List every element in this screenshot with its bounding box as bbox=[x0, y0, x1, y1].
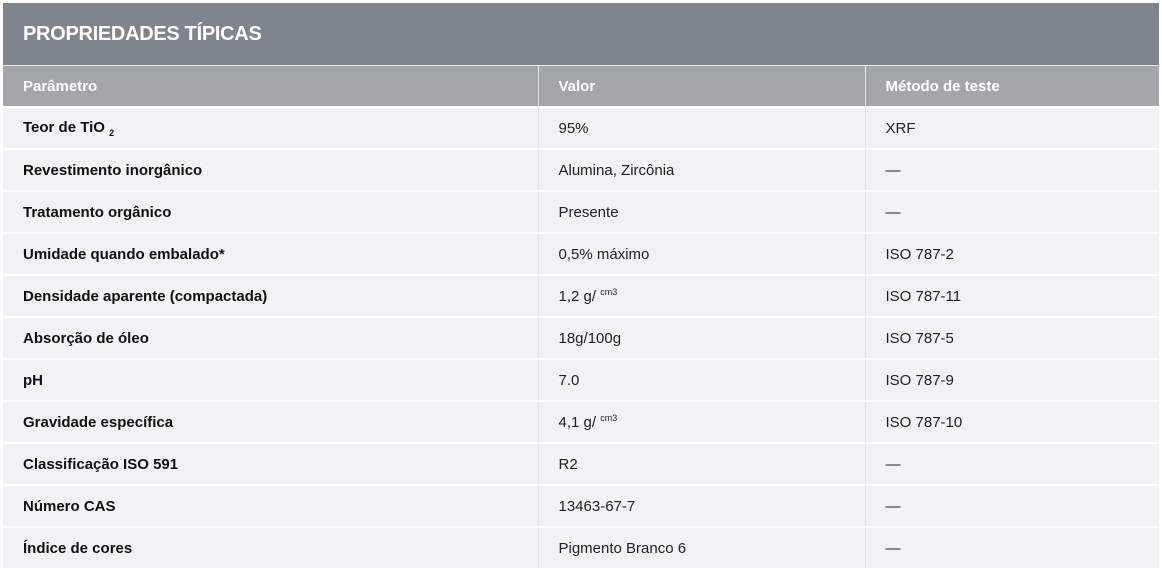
cell-parameter: Umidade quando embalado* bbox=[3, 232, 539, 275]
cell-value: R2 bbox=[538, 442, 866, 485]
cell-parameter: Revestimento inorgânico bbox=[3, 148, 539, 191]
cell-method: XRF bbox=[865, 106, 1159, 149]
cell-parameter: Gravidade específica bbox=[3, 400, 539, 443]
cell-parameter: Absorção de óleo bbox=[3, 316, 539, 359]
table-row: pH 7.0 ISO 787-9 bbox=[3, 358, 1159, 401]
cell-method: ISO 787-11 bbox=[865, 274, 1159, 317]
cell-method: ISO 787-9 bbox=[865, 358, 1159, 401]
column-header-parameter: Parâmetro bbox=[3, 66, 539, 107]
cell-method: — bbox=[865, 484, 1159, 527]
cell-method: — bbox=[865, 190, 1159, 233]
cell-value: 13463-67-7 bbox=[538, 484, 866, 527]
table-row: Índice de cores Pigmento Branco 6 — bbox=[3, 526, 1159, 568]
table-header-row: Parâmetro Valor Método de teste bbox=[3, 66, 1159, 107]
table-row: Gravidade específica 4,1 g/ cm3 ISO 787-10 bbox=[3, 400, 1159, 443]
cell-parameter: Teor de TiO 2 bbox=[3, 106, 539, 149]
cell-method: ISO 787-5 bbox=[865, 316, 1159, 359]
parameter-text: Absorção de óleo bbox=[23, 329, 149, 347]
cell-value: 4,1 g/ cm3 bbox=[538, 400, 866, 443]
parameter-text: Revestimento inorgânico bbox=[23, 161, 203, 179]
parameter-text: Umidade quando embalado* bbox=[23, 245, 225, 263]
parameter-text: Densidade aparente (compactada) bbox=[23, 287, 268, 305]
parameter-text: Gravidade específica bbox=[23, 413, 174, 431]
value-text: 4,1 g/ bbox=[558, 414, 601, 431]
cell-value: 95% bbox=[538, 106, 866, 149]
table-row: Absorção de óleo 18g/100g ISO 787-5 bbox=[3, 316, 1159, 359]
cell-value: Pigmento Branco 6 bbox=[538, 526, 866, 568]
properties-table: Parâmetro Valor Método de teste Teor de … bbox=[3, 66, 1159, 568]
cell-value: 18g/100g bbox=[538, 316, 866, 359]
value-text: Pigmento Branco 6 bbox=[558, 539, 687, 557]
value-unit-superscript: cm3 bbox=[600, 287, 618, 297]
cell-parameter: Número CAS bbox=[3, 484, 539, 527]
parameter-text: Teor de TiO bbox=[23, 118, 105, 136]
parameter-text: Número CAS bbox=[23, 497, 116, 515]
parameter-text: Índice de cores bbox=[23, 539, 133, 557]
table-row: Classificação ISO 591 R2 — bbox=[3, 442, 1159, 485]
table-row: Densidade aparente (compactada) 1,2 g/ cm… bbox=[3, 274, 1159, 317]
table-row: Revestimento inorgânico Alumina, Zircônia… bbox=[3, 148, 1159, 191]
cell-parameter: Tratamento orgânico bbox=[3, 190, 539, 233]
column-header-method: Método de teste bbox=[865, 66, 1159, 107]
cell-parameter: Densidade aparente (compactada) bbox=[3, 274, 539, 317]
value-unit-superscript: cm3 bbox=[600, 413, 618, 423]
panel-title: PROPRIEDADES TÍPICAS bbox=[3, 3, 1159, 66]
table-row: Teor de TiO 2 95% XRF bbox=[3, 106, 1159, 149]
cell-method: — bbox=[865, 526, 1159, 568]
cell-parameter: Índice de cores bbox=[3, 526, 539, 568]
parameter-text: pH bbox=[23, 371, 43, 389]
cell-method: — bbox=[865, 148, 1159, 191]
value-text: 0,5% máximo bbox=[558, 245, 650, 263]
cell-value: 7.0 bbox=[538, 358, 866, 401]
value-text: Alumina, Zircônia bbox=[558, 161, 675, 179]
parameter-text: Tratamento orgânico bbox=[23, 203, 172, 221]
value-text: 13463-67-7 bbox=[558, 497, 636, 515]
cell-value: Alumina, Zircônia bbox=[538, 148, 866, 191]
parameter-subscript: 2 bbox=[109, 127, 115, 138]
value-text: R2 bbox=[558, 455, 578, 473]
cell-value: 1,2 g/ cm3 bbox=[538, 274, 866, 317]
parameter-text: Classificação ISO 591 bbox=[23, 455, 179, 473]
table-row: Tratamento orgânico Presente — bbox=[3, 190, 1159, 233]
value-text: 1,2 g/ bbox=[558, 288, 601, 305]
cell-method: ISO 787-10 bbox=[865, 400, 1159, 443]
cell-value: Presente bbox=[538, 190, 866, 233]
table-row: Umidade quando embalado* 0,5% máximo ISO 7… bbox=[3, 232, 1159, 275]
cell-value: 0,5% máximo bbox=[538, 232, 866, 275]
cell-parameter: Classificação ISO 591 bbox=[3, 442, 539, 485]
value-text: 7.0 bbox=[558, 371, 580, 389]
value-text: 95% bbox=[558, 119, 589, 137]
table-row: Número CAS 13463-67-7 — bbox=[3, 484, 1159, 527]
cell-method: — bbox=[865, 442, 1159, 485]
properties-panel: PROPRIEDADES TÍPICAS Parâmetro Valor Mét… bbox=[3, 3, 1159, 568]
column-header-value: Valor bbox=[538, 66, 866, 107]
value-text: Presente bbox=[558, 203, 619, 221]
cell-method: ISO 787-2 bbox=[865, 232, 1159, 275]
value-text: 18g/100g bbox=[558, 329, 622, 347]
cell-parameter: pH bbox=[3, 358, 539, 401]
